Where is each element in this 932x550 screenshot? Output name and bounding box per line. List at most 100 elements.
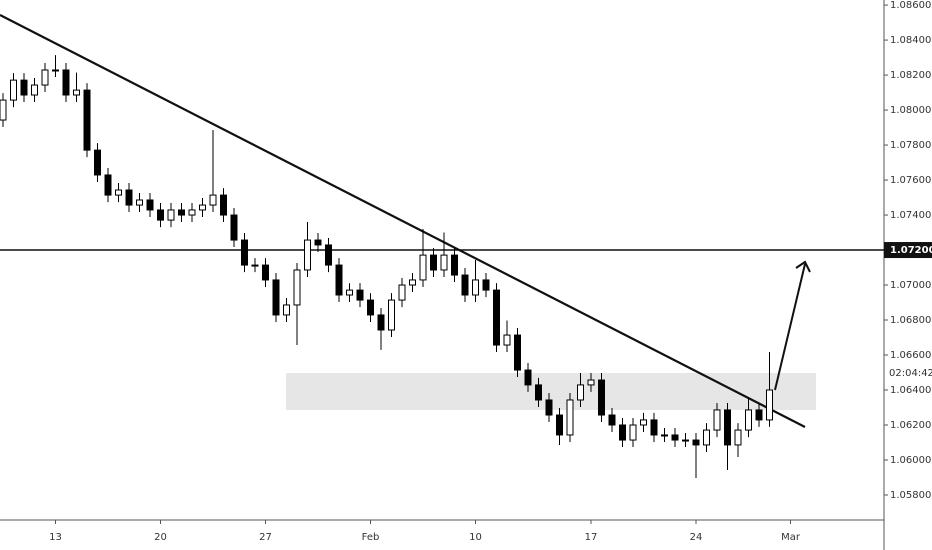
candle-body: [125, 189, 133, 206]
candle-body: [367, 299, 374, 316]
candle-body: [745, 409, 752, 431]
y-tick-label: 1.07000: [890, 280, 931, 291]
y-tick-label: 1.07400: [890, 210, 931, 221]
candle-body: [346, 289, 353, 296]
price-tag: [884, 242, 932, 259]
y-tick-label: 1.08000: [890, 105, 931, 116]
candle-body: [304, 239, 311, 271]
y-tick-label: 1.08400: [890, 35, 931, 46]
candle-body: [62, 69, 70, 96]
candle-body: [587, 379, 595, 386]
candle-body: [388, 299, 395, 331]
candle-body: [10, 79, 17, 101]
candle-body: [293, 269, 301, 306]
candle-body: [188, 209, 196, 216]
candle-body: [482, 279, 490, 291]
arrow: [774, 263, 806, 391]
candle-body: [251, 264, 259, 267]
candle-body: [356, 289, 364, 301]
candle-body: [608, 414, 616, 426]
candle-body: [146, 199, 154, 211]
y-tick-label: 1.07800: [890, 140, 931, 151]
candle-body: [535, 384, 542, 401]
x-tick-label: 17: [585, 532, 598, 543]
candle-body: [619, 424, 626, 441]
y-tick-label: 1.06000: [890, 455, 931, 466]
x-tick-label: Feb: [362, 532, 380, 543]
candle-body: [104, 174, 112, 196]
x-tick-label: 20: [154, 532, 167, 543]
y-tick-label: 1.08600: [890, 0, 931, 11]
candle-body: [503, 334, 511, 346]
x-tick-label: 24: [690, 532, 703, 543]
candle-body: [661, 434, 668, 437]
candle-body: [230, 214, 238, 241]
candle-body: [199, 204, 206, 211]
candle-body: [241, 239, 248, 266]
candle-body: [115, 189, 122, 196]
y-tick-label: 1.06600: [890, 350, 931, 361]
candle-body: [409, 279, 416, 286]
candle-body: [577, 384, 584, 401]
candle-body: [0, 99, 7, 121]
y-tick-label: 1.06400: [890, 385, 931, 396]
x-tick-label: 13: [49, 532, 62, 543]
y-tick-label: 1.06800: [890, 315, 931, 326]
candle-body: [220, 194, 227, 216]
candle-body: [671, 434, 679, 441]
y-tick-label: 1.05800: [890, 490, 931, 501]
candle-body: [713, 409, 721, 431]
candle-body: [650, 419, 658, 436]
candle-body: [514, 334, 521, 371]
candle-body: [83, 89, 91, 151]
candle-body: [430, 254, 437, 271]
candle-body: [682, 439, 689, 442]
candle-body: [314, 239, 322, 246]
candle-body: [94, 149, 101, 176]
y-tick-label: 1.07600: [890, 175, 931, 186]
candle-body: [524, 369, 532, 386]
candle-body: [766, 389, 773, 421]
countdown: 02:04:42: [889, 368, 932, 379]
candle-body: [31, 84, 38, 96]
candle-body: [41, 69, 49, 86]
candle-body: [73, 89, 80, 96]
candle-body: [566, 399, 574, 436]
candle-body: [20, 79, 28, 96]
candle-body: [734, 429, 742, 446]
candle-body: [451, 254, 458, 276]
candle-body: [283, 304, 290, 316]
candle-body: [262, 264, 269, 281]
candle-body: [272, 279, 280, 316]
y-tick-label: 1.08200: [890, 70, 931, 81]
candle-body: [52, 69, 59, 72]
candle-body: [493, 289, 500, 346]
candle-body: [724, 409, 731, 446]
candle-body: [703, 429, 710, 446]
price-tag-label: 1.07200: [890, 245, 932, 256]
candle-body: [556, 414, 563, 436]
candle-body: [325, 244, 332, 266]
candle-body: [692, 439, 700, 446]
candle-body: [136, 199, 143, 206]
candle-body: [461, 274, 469, 296]
arrow-head: [795, 260, 811, 273]
y-tick-label: 1.06200: [890, 420, 931, 431]
candle-body: [640, 419, 647, 426]
candle-body: [598, 379, 605, 416]
candle-body: [335, 264, 343, 296]
candle-body: [167, 209, 175, 221]
candle-body: [398, 284, 406, 301]
candle-body: [440, 254, 448, 271]
x-tick-label: 27: [259, 532, 272, 543]
candle-body: [629, 424, 637, 441]
candle-body: [209, 194, 217, 206]
candle-body: [545, 399, 553, 416]
x-tick-label: Mar: [781, 532, 801, 543]
trend-line: [0, 14, 806, 428]
candle-body: [178, 209, 185, 216]
x-tick-label: 10: [469, 532, 482, 543]
candle-body: [157, 209, 164, 221]
candle-body: [472, 279, 479, 296]
